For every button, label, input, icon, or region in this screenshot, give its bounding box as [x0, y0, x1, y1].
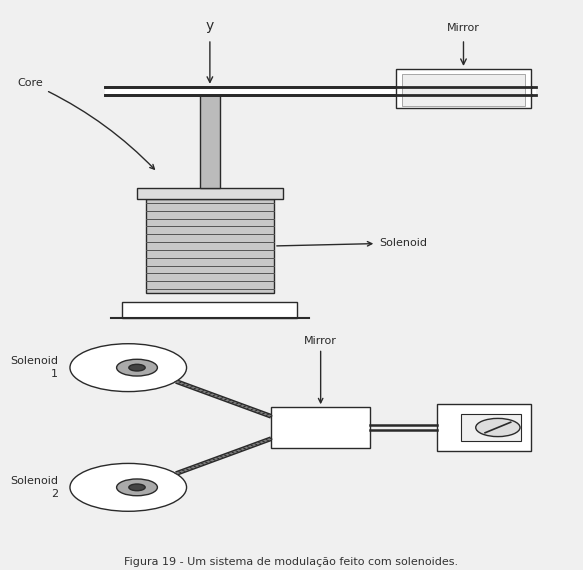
Text: Figura 19 - Um sistema de modulação feito com solenoides.: Figura 19 - Um sistema de modulação feit…	[124, 557, 459, 567]
Circle shape	[70, 344, 187, 392]
Bar	[137, 188, 283, 199]
Circle shape	[70, 463, 187, 511]
Bar	[461, 414, 521, 441]
Bar	[402, 74, 525, 105]
Text: Solenoid
2: Solenoid 2	[10, 476, 58, 499]
Bar	[437, 404, 531, 451]
Text: Solenoid: Solenoid	[277, 238, 427, 248]
Text: Mirror: Mirror	[447, 23, 480, 33]
Bar	[271, 407, 370, 448]
Circle shape	[129, 364, 145, 371]
Circle shape	[117, 359, 157, 376]
Text: Core: Core	[17, 78, 154, 169]
Bar	[105, 87, 536, 95]
Circle shape	[476, 418, 520, 437]
Bar	[122, 303, 297, 318]
Text: Mirror: Mirror	[304, 336, 337, 403]
Bar	[396, 69, 531, 108]
Circle shape	[117, 479, 157, 496]
Text: y: y	[206, 19, 214, 33]
Circle shape	[129, 484, 145, 491]
Bar	[200, 95, 220, 188]
Bar	[146, 199, 274, 293]
Text: Solenoid
1: Solenoid 1	[10, 356, 58, 379]
